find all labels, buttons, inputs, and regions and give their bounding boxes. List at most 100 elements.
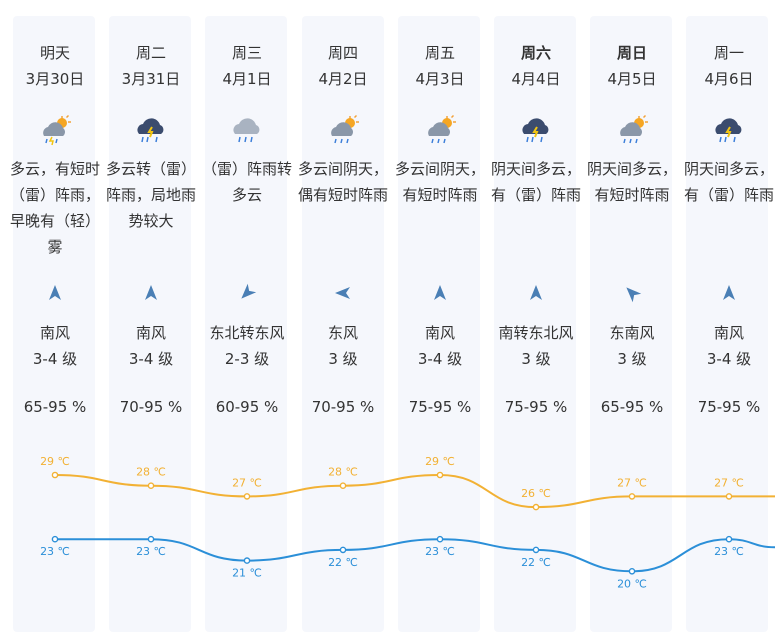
wind-level: 3 级 (328, 350, 358, 368)
high-temp-point (628, 493, 636, 500)
forecast-day-column[interactable] (686, 16, 768, 632)
day-date: 4月5日 (607, 70, 657, 88)
low-temp-point (339, 546, 347, 554)
wind-direction-arrow-icon (141, 283, 161, 303)
low-temp-label: 23 ℃ (714, 545, 744, 558)
high-temp-point (51, 471, 59, 479)
day-date: 4月2日 (318, 70, 368, 88)
low-temp-point (243, 557, 251, 564)
low-temp-label: 23 ℃ (40, 545, 70, 558)
low-temp-label: 22 ℃ (328, 556, 358, 569)
partly-cloudy-shower-icon (325, 112, 361, 146)
high-temp-label: 27 ℃ (232, 476, 262, 489)
weather-description: （雷）阵雨转多云 (201, 160, 292, 204)
wind-direction-arrow-icon (333, 283, 353, 303)
high-temp-label: 29 ℃ (425, 455, 455, 468)
low-temp-label: 21 ℃ (232, 567, 262, 580)
thunderstorm-icon (711, 112, 747, 146)
low-temp-point (628, 567, 636, 575)
forecast-day-column[interactable] (13, 16, 95, 632)
wind-direction-arrow-icon (45, 283, 65, 303)
day-date: 4月4日 (511, 70, 561, 88)
wind-level: 2-3 级 (224, 350, 270, 368)
wind-direction-arrow-icon (719, 283, 739, 303)
wind-level: 3 级 (617, 350, 647, 368)
forecast-day-column[interactable] (302, 16, 384, 632)
low-temp-point (147, 535, 155, 543)
day-name: 周一 (713, 44, 744, 62)
day-name: 明天 (39, 44, 70, 62)
low-temp-point (532, 546, 540, 554)
shower-icon (229, 112, 265, 146)
day-name: 周四 (327, 44, 358, 62)
humidity: 75-95 % (697, 398, 761, 416)
thunderstorm-icon (133, 112, 169, 146)
wind-level: 3 级 (521, 350, 551, 368)
high-temp-point (147, 482, 155, 490)
day-date: 4月3日 (415, 70, 465, 88)
wind-level: 3-4 级 (706, 350, 752, 368)
high-temp-point (243, 493, 251, 500)
high-temp-label: 27 ℃ (714, 476, 744, 489)
wind-direction: 东南风 (609, 324, 655, 342)
high-temp-label: 28 ℃ (328, 466, 358, 479)
temperature-chart: 29 ℃ 28 ℃ 27 ℃ 28 ℃ 29 ℃ 26 ℃ 27 ℃ 27 ℃ 23 ℃ 23 ℃… (40, 455, 775, 590)
low-temp-label: 23 ℃ (425, 545, 455, 558)
forecast-day-column[interactable] (590, 16, 672, 632)
wind-direction-arrow-icon (526, 283, 546, 303)
high-temp-label: 26 ℃ (521, 487, 551, 500)
forecast-day-column[interactable] (398, 16, 480, 632)
humidity: 60-95 % (215, 398, 279, 416)
wind-direction: 南风 (713, 324, 744, 342)
low-temp-label: 23 ℃ (136, 545, 166, 558)
humidity: 75-95 % (408, 398, 472, 416)
day-date: 3月30日 (25, 70, 85, 88)
day-name: 周六 (520, 44, 551, 62)
wind-direction-arrow-icon (430, 283, 450, 303)
humidity: 70-95 % (119, 398, 183, 416)
low-temp-label: 22 ℃ (521, 556, 551, 569)
day-name: 周二 (135, 44, 166, 62)
day-name: 周三 (231, 44, 262, 62)
high-temp-label: 27 ℃ (617, 476, 647, 489)
low-temp-point (51, 535, 59, 543)
wind-direction-arrow-icon (618, 279, 646, 307)
high-temp-point (436, 471, 444, 479)
high-temp-point (725, 493, 733, 500)
high-temp-label: 29 ℃ (40, 455, 70, 468)
wind-direction: 南风 (424, 324, 455, 342)
wind-level: 3-4 级 (32, 350, 78, 368)
wind-direction: 南风 (135, 324, 166, 342)
partly-cloudy-shower-icon (614, 112, 650, 146)
high-temperature-line (54, 473, 775, 509)
weather-description: 阴天间多云，有（雷）阵雨 (683, 160, 774, 204)
wind-direction: 南转东北风 (498, 324, 574, 342)
wind-direction: 东北转东风 (209, 324, 285, 342)
wind-level: 3-4 级 (417, 350, 463, 368)
weather-description: 多云，有短时（雷）阵雨，早晚有（轻）雾 (9, 160, 100, 256)
humidity: 75-95 % (504, 398, 568, 416)
weather-description: 阴天间多云，有短时阵雨 (586, 160, 677, 204)
low-temp-point (436, 535, 444, 543)
wind-direction: 南风 (39, 324, 70, 342)
wind-direction: 东风 (327, 324, 358, 342)
weather-description: 多云间阴天，有短时阵雨 (394, 160, 485, 204)
partly-cloudy-thunder-shower-icon (37, 112, 73, 146)
partly-cloudy-shower-icon (422, 112, 458, 146)
wind-level: 3-4 级 (128, 350, 174, 368)
day-name: 周五 (424, 44, 455, 62)
weather-description: 多云间阴天，偶有短时阵雨 (297, 160, 388, 204)
day-date: 4月1日 (222, 70, 272, 88)
thunderstorm-icon (518, 112, 554, 146)
wind-direction-arrow-icon (233, 279, 261, 307)
low-temp-label: 20 ℃ (617, 577, 647, 590)
day-name: 周日 (616, 44, 647, 62)
high-temp-point (532, 503, 540, 511)
day-date: 3月31日 (121, 70, 181, 88)
humidity: 65-95 % (23, 398, 87, 416)
humidity: 65-95 % (600, 398, 664, 416)
high-temp-point (339, 482, 347, 490)
day-date: 4月6日 (704, 70, 754, 88)
high-temp-label: 28 ℃ (136, 466, 166, 479)
humidity: 70-95 % (311, 398, 375, 416)
